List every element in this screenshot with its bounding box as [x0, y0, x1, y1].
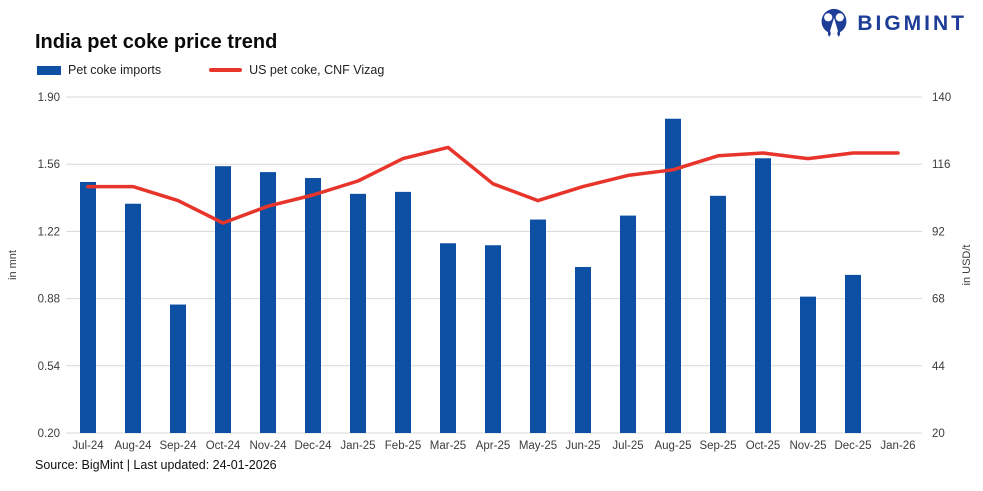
y-axis-tick-left: 1.22: [38, 226, 60, 238]
legend-label-price: US pet coke, CNF Vizag: [249, 63, 385, 77]
y-axis-tick-right: 140: [932, 92, 951, 104]
y-axis-tick-right: 116: [932, 159, 950, 171]
y-axis-tick-left: 0.20: [38, 428, 60, 440]
x-axis-tick: Sep-25: [699, 440, 736, 452]
x-axis-tick: Jan-25: [340, 440, 375, 452]
bigmint-logo: BIGMINT: [818, 7, 967, 41]
legend-swatch-imports: [37, 65, 61, 75]
x-axis-tick: Apr-25: [476, 440, 511, 452]
import-bar: [395, 191, 411, 433]
chart-legend: Pet coke imports US pet coke, CNF Vizag: [37, 63, 384, 77]
y-axis-tick-left: 0.88: [38, 294, 60, 306]
right-axis-title: in USD/t: [961, 245, 973, 286]
import-bar: [485, 245, 501, 433]
legend-item-imports: Pet coke imports: [37, 63, 161, 77]
page-title: India pet coke price trend: [35, 31, 278, 53]
x-axis-tick: Oct-24: [206, 440, 241, 452]
x-axis-tick: Oct-25: [746, 440, 781, 452]
x-axis-tick: Aug-25: [654, 440, 691, 452]
left-axis-title: in mnt: [7, 250, 19, 280]
import-bar: [125, 203, 141, 433]
x-axis-tick: Jul-25: [612, 440, 643, 452]
y-axis-tick-left: 0.54: [38, 361, 61, 373]
x-axis-tick: Nov-24: [249, 440, 287, 452]
bigmint-logo-icon: [821, 8, 847, 37]
x-axis-tick: Dec-25: [834, 440, 871, 452]
bigmint-logo-text: BIGMINT: [857, 12, 967, 35]
import-bar: [845, 274, 861, 433]
price-line: [86, 145, 900, 225]
import-bar: [665, 118, 681, 433]
y-axis-tick-left: 1.56: [38, 159, 60, 171]
import-bar: [755, 158, 771, 434]
import-bar: [440, 243, 456, 433]
source-note: Source: BigMint | Last updated: 24-01-20…: [35, 458, 277, 472]
import-bar: [215, 166, 231, 434]
import-bar: [620, 215, 636, 433]
x-axis-tick: Sep-24: [159, 440, 197, 452]
x-axis-tick: Aug-24: [114, 440, 152, 452]
import-bar: [305, 178, 321, 433]
legend-label-imports: Pet coke imports: [68, 63, 162, 77]
x-axis-tick: May-25: [519, 440, 557, 452]
import-bar: [350, 193, 366, 433]
x-axis-tick: Nov-25: [789, 440, 826, 452]
y-axis-tick-left: 1.90: [38, 92, 60, 104]
legend-item-price: US pet coke, CNF Vizag: [209, 63, 384, 77]
import-bar: [575, 266, 591, 433]
y-axis-tick-right: 68: [932, 294, 945, 306]
x-axis-tick: Jan-26: [880, 440, 915, 452]
y-axis-tick-right: 44: [932, 361, 945, 373]
import-bar: [710, 195, 726, 433]
y-axis-tick-right: 20: [932, 428, 945, 440]
x-axis-tick: Mar-25: [430, 440, 466, 452]
x-axis-tick: Jul-24: [72, 440, 104, 452]
import-bar: [260, 172, 276, 433]
x-axis-tick: Feb-25: [385, 440, 421, 452]
legend-swatch-price: [209, 68, 243, 72]
x-axis-tick: Dec-24: [294, 440, 332, 452]
x-axis-tick: Jun-25: [565, 440, 600, 452]
import-bar: [800, 296, 816, 433]
import-bar: [80, 181, 96, 433]
import-bar: [530, 219, 546, 433]
import-bar: [170, 304, 186, 433]
y-axis-tick-right: 92: [932, 226, 945, 238]
